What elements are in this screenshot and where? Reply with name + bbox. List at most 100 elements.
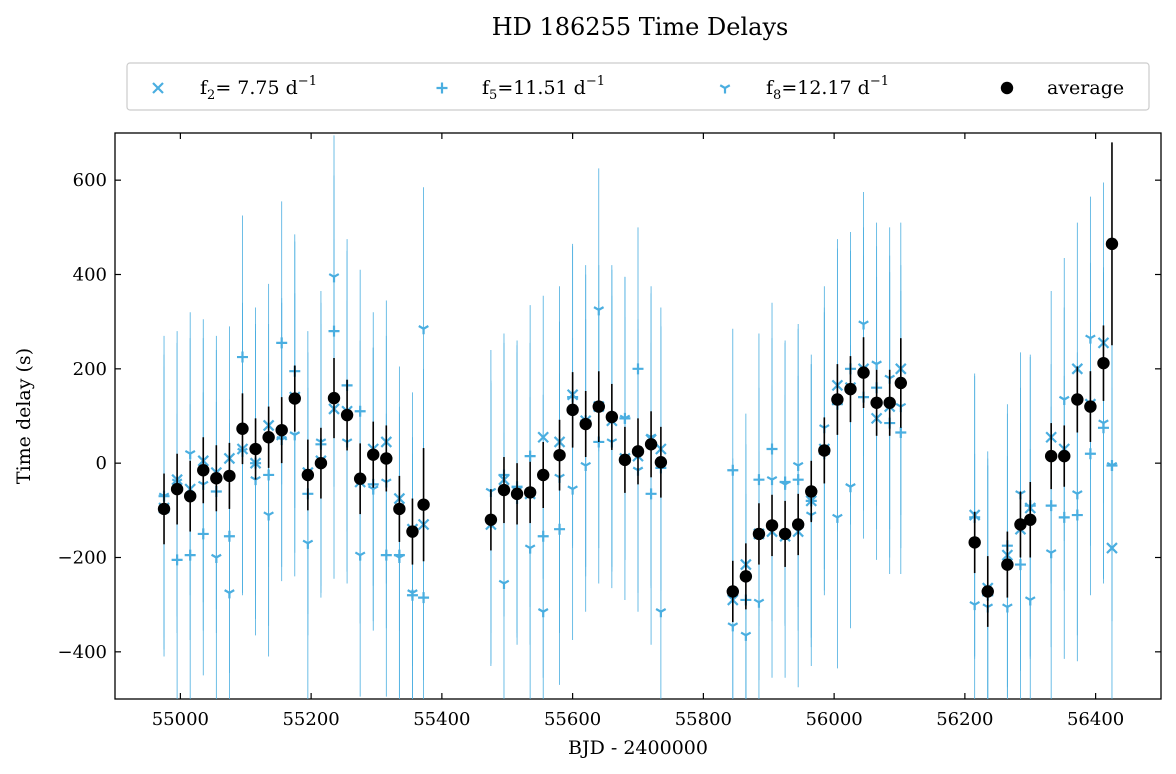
f8-point-shape: [367, 485, 379, 495]
f5-point: [197, 528, 209, 540]
average-point-shape: [1024, 513, 1037, 526]
average-point-shape: [844, 382, 857, 396]
average-point-shape: [510, 487, 524, 501]
legend-label-part: f: [482, 77, 491, 99]
average-point-shape: [275, 423, 288, 437]
average-point: [752, 527, 766, 541]
average-point: [510, 487, 524, 501]
y-tick-label: −400: [58, 642, 107, 663]
f8-point-shape: [858, 320, 869, 330]
average-point: [170, 482, 184, 496]
average-point-shape: [210, 472, 223, 485]
average-point: [791, 518, 805, 531]
f5-point: [1071, 509, 1083, 521]
f5-point-shape: [645, 488, 657, 500]
f5-point: [524, 450, 536, 462]
f8-point: [727, 622, 739, 632]
average-point-shape: [1097, 356, 1110, 370]
legend-label-part: =11.51 d: [497, 77, 586, 99]
average-point: [566, 403, 579, 417]
average-point-shape: [417, 498, 430, 511]
average-point-shape: [981, 585, 994, 598]
average-point: [631, 445, 645, 458]
f8-point-shape: [871, 360, 882, 370]
f5-point-shape: [197, 528, 209, 540]
legend-label-part: −1: [586, 74, 605, 89]
legend-label-part: 2: [207, 88, 215, 103]
legend-label: f5=11.51 d−1: [482, 74, 605, 103]
y-axis-label: Time delay (s): [13, 348, 35, 484]
average-point-shape: [327, 391, 341, 405]
average-point: [183, 489, 197, 503]
f5-point: [223, 530, 235, 542]
x-tick-label: 55000: [152, 709, 209, 730]
x-tick-label: 55200: [282, 709, 339, 730]
average-point-shape: [170, 482, 184, 496]
average-point: [223, 469, 236, 483]
f8-point: [394, 553, 405, 563]
f2-point: [1106, 542, 1118, 554]
legend-marker-shape: [152, 82, 164, 94]
f5-point-shape: [766, 443, 778, 455]
f8-point-shape: [766, 475, 778, 486]
average-point-shape: [726, 585, 739, 598]
average-point-shape: [183, 489, 197, 503]
average-point: [262, 431, 275, 444]
f8-point: [328, 273, 340, 283]
y-tick-label: 400: [73, 265, 107, 286]
f8-point-shape: [210, 553, 222, 563]
f8-point-shape: [832, 513, 843, 523]
average-point: [340, 408, 354, 422]
average-point-shape: [314, 456, 328, 470]
f5-point-shape: [1071, 509, 1083, 521]
average-point: [197, 464, 210, 477]
average-point-shape: [765, 519, 779, 532]
f8-point: [766, 475, 778, 486]
plot-frame: [114, 132, 1162, 700]
f8-point-shape: [524, 544, 536, 554]
f8-point-shape: [619, 414, 631, 424]
average-point: [1058, 449, 1071, 463]
f8-point-shape: [1045, 549, 1057, 559]
legend-label-part: −1: [298, 74, 317, 89]
average-point: [380, 452, 393, 465]
axes: 55000 55200 55400 55600 55800 56000 56200 56400…: [58, 133, 1161, 730]
f2-point-shape: [1106, 542, 1118, 554]
f5-point: [1014, 559, 1026, 571]
f5-point-shape: [236, 351, 248, 363]
average-point-shape: [894, 376, 908, 390]
average-point-shape: [197, 464, 210, 477]
f5-point: [537, 530, 549, 542]
legend-marker: [152, 82, 164, 94]
f8-point-shape: [302, 539, 314, 549]
f5-point: [753, 474, 765, 486]
f5-point: [766, 443, 778, 455]
legend-item: f8=12.17 d−1: [719, 74, 889, 103]
f8-point: [1071, 490, 1083, 500]
f8-point-shape: [727, 622, 739, 632]
f5-point-shape: [537, 530, 549, 542]
f8-point-shape: [1058, 395, 1070, 405]
legend-label-part: =12.17 d: [781, 77, 870, 99]
f8-point: [655, 608, 667, 618]
f5-point: [328, 325, 340, 337]
f5-point: [895, 427, 907, 439]
average-point: [288, 392, 301, 405]
average-point-shape: [406, 525, 419, 538]
f5-point-shape: [418, 592, 430, 604]
average-point-shape: [484, 513, 498, 526]
average-point: [523, 486, 537, 499]
f8-point-shape: [792, 461, 804, 472]
f8-point: [418, 325, 429, 335]
f8-point: [367, 485, 379, 495]
average-point: [484, 513, 498, 526]
average-point: [275, 423, 288, 437]
average-point: [537, 468, 550, 482]
f5-point: [1084, 448, 1096, 460]
f8-point-shape: [224, 589, 235, 599]
average-point-shape: [1084, 400, 1097, 413]
f5-point-shape: [380, 549, 392, 561]
individual-errorbars: [163, 135, 1113, 699]
f8-point: [593, 306, 605, 316]
